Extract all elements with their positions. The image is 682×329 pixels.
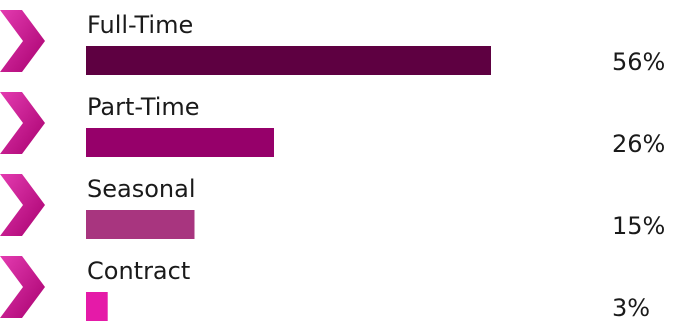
chevron-right-icon <box>0 92 45 154</box>
value-label: 26% <box>612 130 665 158</box>
value-label: 56% <box>612 48 665 76</box>
category-label: Part-Time <box>87 93 200 121</box>
category-label: Contract <box>87 257 190 285</box>
value-label: 3% <box>612 294 650 322</box>
chevron-right-icon <box>0 174 45 236</box>
category-label: Seasonal <box>87 175 195 203</box>
bar-full-time <box>86 46 491 75</box>
bar-row-contract: Contract 3% <box>0 256 650 322</box>
value-label: 15% <box>612 212 665 240</box>
category-label: Full-Time <box>87 11 193 39</box>
bar-row-full-time: Full-Time 56% <box>0 10 665 76</box>
bar-part-time <box>86 128 274 157</box>
bar-seasonal <box>86 210 195 239</box>
bar-contract <box>86 292 108 321</box>
bar-row-part-time: Part-Time 26% <box>0 92 665 158</box>
bar-row-seasonal: Seasonal 15% <box>0 174 665 240</box>
chevron-right-icon <box>0 256 45 318</box>
chevron-right-icon <box>0 10 45 72</box>
